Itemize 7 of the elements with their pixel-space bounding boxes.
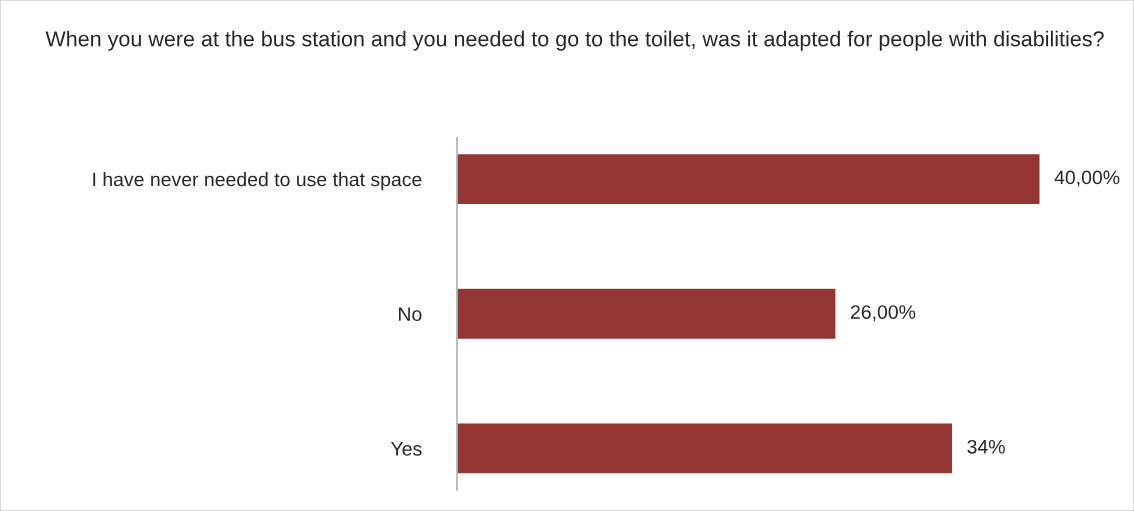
- data-label: 26,00%: [850, 305, 916, 322]
- data-label: 40,00%: [1054, 170, 1120, 187]
- y-tick-label: Yes: [390, 442, 422, 456]
- chart-title: When you were at the bus station and you needed to go to the toilet, was it adapted for people with disabilities?: [45, 30, 1104, 51]
- y-tick-label: No: [399, 307, 422, 321]
- y-tick-label: I have never needed to use that space: [93, 172, 422, 191]
- data-label: 34%: [967, 439, 1005, 454]
